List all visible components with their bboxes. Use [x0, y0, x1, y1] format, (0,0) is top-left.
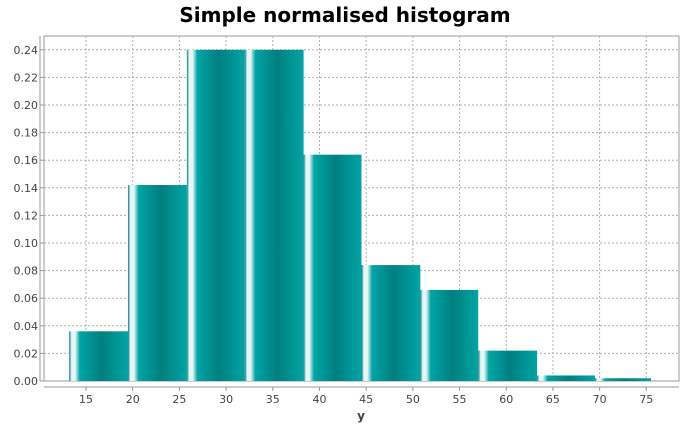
histogram-bar	[186, 49, 245, 382]
y-tick-label: 0.10	[14, 237, 39, 250]
x-tick-label: 75	[639, 393, 653, 406]
x-tick-label: 70	[593, 393, 607, 406]
y-tick-label: 0.24	[14, 44, 39, 57]
chart-title: Simple normalised histogram	[179, 3, 510, 27]
y-tick-label: 0.22	[14, 71, 39, 84]
y-tick-label: 0.00	[14, 375, 39, 388]
x-tick-label: 30	[219, 393, 233, 406]
x-tick-label: 50	[406, 393, 420, 406]
y-tick-label: 0.02	[14, 347, 39, 360]
x-tick-label: 60	[499, 393, 513, 406]
x-tick-label: 25	[172, 393, 186, 406]
y-tick-label: 0.06	[14, 292, 39, 305]
bars	[69, 49, 651, 382]
axes: 0.00 0.02 0.04 0.06 0.08 0.10 0.12 0.14 0.16 0.18…	[14, 36, 679, 406]
histogram-bar	[128, 185, 187, 381]
x-tick-label: 55	[453, 393, 467, 406]
histogram-bar	[478, 350, 538, 381]
y-tick-label: 0.14	[14, 182, 39, 195]
histogram-bar	[69, 331, 129, 381]
histogram-bar	[361, 265, 421, 381]
y-tick-label: 0.16	[14, 154, 39, 167]
histogram-bar	[303, 154, 362, 381]
x-tick-label: 40	[312, 393, 326, 406]
x-axis-label: y	[357, 409, 365, 423]
y-tick-label: 0.20	[14, 99, 39, 112]
y-tick-label: 0.18	[14, 127, 39, 140]
y-tick-label: 0.04	[14, 320, 39, 333]
y-tick-label: 0.08	[14, 265, 39, 278]
histogram-bar	[594, 378, 651, 381]
x-tick-label: 20	[126, 393, 140, 406]
histogram-bar	[420, 289, 479, 381]
x-tick-label: 35	[266, 393, 280, 406]
x-tick-label: 45	[359, 393, 373, 406]
x-tick-label: 15	[79, 393, 93, 406]
histogram-bar	[537, 375, 595, 381]
histogram-bar	[244, 49, 304, 382]
y-tick-label: 0.12	[14, 209, 39, 222]
x-tick-label: 65	[546, 393, 560, 406]
